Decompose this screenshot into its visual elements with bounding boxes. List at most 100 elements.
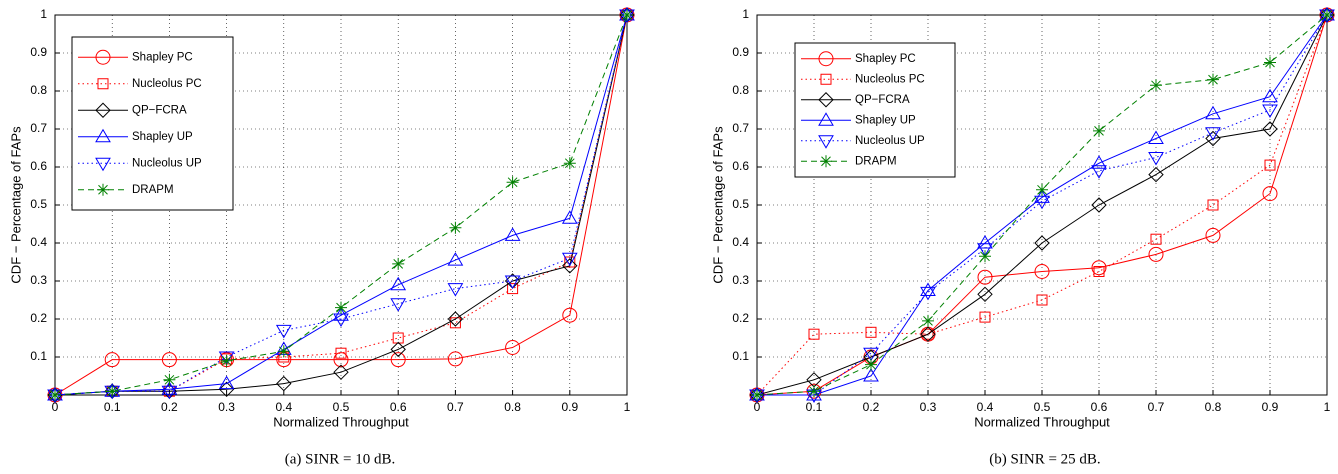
- marker: [1034, 235, 1050, 251]
- chart: 0 0.1 0.2 0.3 0.4 0.5 0.6 0.7 0.8 0.9 1 0.1 0.2 0.3 0.…: [8, 7, 635, 467]
- marker: [447, 351, 463, 367]
- x-tick-label: 1: [1324, 400, 1331, 414]
- x-tick-label: 0.2: [863, 400, 880, 414]
- legend-marker: [95, 102, 111, 118]
- legend-marker: [97, 78, 109, 90]
- marker: [447, 283, 464, 297]
- marker: [1205, 105, 1221, 120]
- marker: [161, 381, 178, 395]
- y-tick-label: 0.7: [30, 121, 47, 135]
- legend-marker: [818, 51, 834, 67]
- x-tick-label: 0.6: [1091, 400, 1108, 414]
- y-tick-label: 0.4: [732, 235, 749, 249]
- marker: [1207, 199, 1219, 211]
- marker: [449, 317, 461, 329]
- x-tick-label: 0.1: [104, 400, 121, 414]
- y-tick-label: 0.3: [30, 273, 47, 287]
- legend-label: Nucleolus PC: [132, 78, 202, 90]
- x-tick-label: 0.1: [806, 400, 823, 414]
- series-line: [757, 14, 1328, 396]
- marker: [922, 328, 934, 340]
- marker: [1034, 195, 1050, 210]
- marker: [161, 352, 177, 368]
- legend-label: Nucleolus UP: [132, 157, 202, 169]
- x-tick-label: 0.4: [977, 400, 994, 414]
- y-tick-label: 0.8: [732, 83, 749, 97]
- series-line: [756, 14, 1328, 396]
- caption: (b) SINR = 25 dB.: [989, 451, 1100, 467]
- marker: [920, 326, 936, 342]
- legend-marker: [818, 135, 834, 149]
- x-tick-label: 0.5: [333, 400, 350, 414]
- marker: [865, 358, 877, 371]
- x-tick-label: 0.9: [1262, 400, 1279, 414]
- series-line: [54, 14, 628, 396]
- marker: [447, 311, 464, 327]
- y-tick-label: 0.8: [30, 83, 47, 97]
- marker: [1148, 130, 1164, 144]
- series-line: [756, 14, 1328, 396]
- marker: [506, 176, 519, 189]
- x-tick-label: 0.9: [561, 400, 578, 414]
- marker: [621, 9, 633, 21]
- chart: 0 0.1 0.2 0.3 0.4 0.5 0.6 0.7 0.8 0.9 1 0.1 0.2 0.3 0.…: [710, 7, 1335, 467]
- x-tick-label: 0.8: [1205, 400, 1222, 414]
- legend-label: QP−FCRA: [132, 104, 187, 116]
- x-tick-label: 0.5: [1034, 400, 1051, 414]
- plot-frame: [756, 14, 1328, 396]
- marker: [106, 385, 119, 398]
- y-tick-label: 0.5: [30, 197, 47, 211]
- marker: [1264, 56, 1276, 69]
- marker: [1205, 130, 1221, 147]
- marker: [561, 210, 578, 224]
- marker: [977, 243, 993, 257]
- y-tick-label: 0.2: [732, 311, 749, 325]
- marker: [1205, 127, 1221, 141]
- y-tick-label: 0.2: [30, 311, 47, 325]
- legend-marker: [95, 128, 111, 143]
- legend-marker: [97, 183, 109, 196]
- marker: [390, 341, 406, 358]
- marker: [751, 389, 763, 401]
- marker: [390, 276, 407, 291]
- marker: [161, 385, 178, 400]
- marker: [505, 340, 521, 355]
- y-tick-label: 0.1: [30, 349, 47, 363]
- marker: [1036, 294, 1048, 306]
- legend-label: Nucleolus UP: [855, 135, 925, 147]
- marker: [1093, 266, 1105, 277]
- marker: [1262, 186, 1278, 202]
- marker: [1262, 121, 1278, 137]
- y-tick-label: 0.9: [30, 45, 47, 59]
- y-tick-label: 0.7: [732, 121, 749, 135]
- legend: Shapley PC Nucleolus PC QP−FCRA Shapley UP N…: [794, 42, 956, 178]
- marker: [920, 286, 936, 301]
- marker: [979, 250, 991, 263]
- marker: [276, 375, 292, 392]
- legend-marker: [820, 73, 832, 85]
- marker: [1262, 88, 1278, 103]
- marker: [1321, 9, 1333, 21]
- x-tick-label: 0.4: [275, 400, 292, 414]
- series-line: [54, 14, 628, 396]
- marker: [1264, 159, 1276, 171]
- y-tick-label: 0.3: [732, 273, 749, 287]
- marker: [977, 269, 993, 285]
- marker: [562, 258, 578, 274]
- legend-label: Nucleolus PC: [855, 73, 925, 85]
- marker: [1262, 104, 1278, 118]
- legend-label: Shapley PC: [855, 53, 916, 65]
- x-tick-label: 0.8: [504, 400, 521, 414]
- series-line: [756, 14, 1328, 396]
- legend-marker: [95, 157, 111, 172]
- marker: [808, 385, 820, 398]
- y-tick-label: 0.9: [732, 45, 749, 59]
- y-tick-label: 1: [40, 7, 47, 21]
- marker: [1034, 264, 1050, 279]
- marker: [335, 347, 347, 359]
- marker: [390, 298, 407, 312]
- y-tick-label: 1: [742, 7, 749, 21]
- marker: [449, 221, 462, 234]
- legend-label: Shapley PC: [132, 51, 193, 63]
